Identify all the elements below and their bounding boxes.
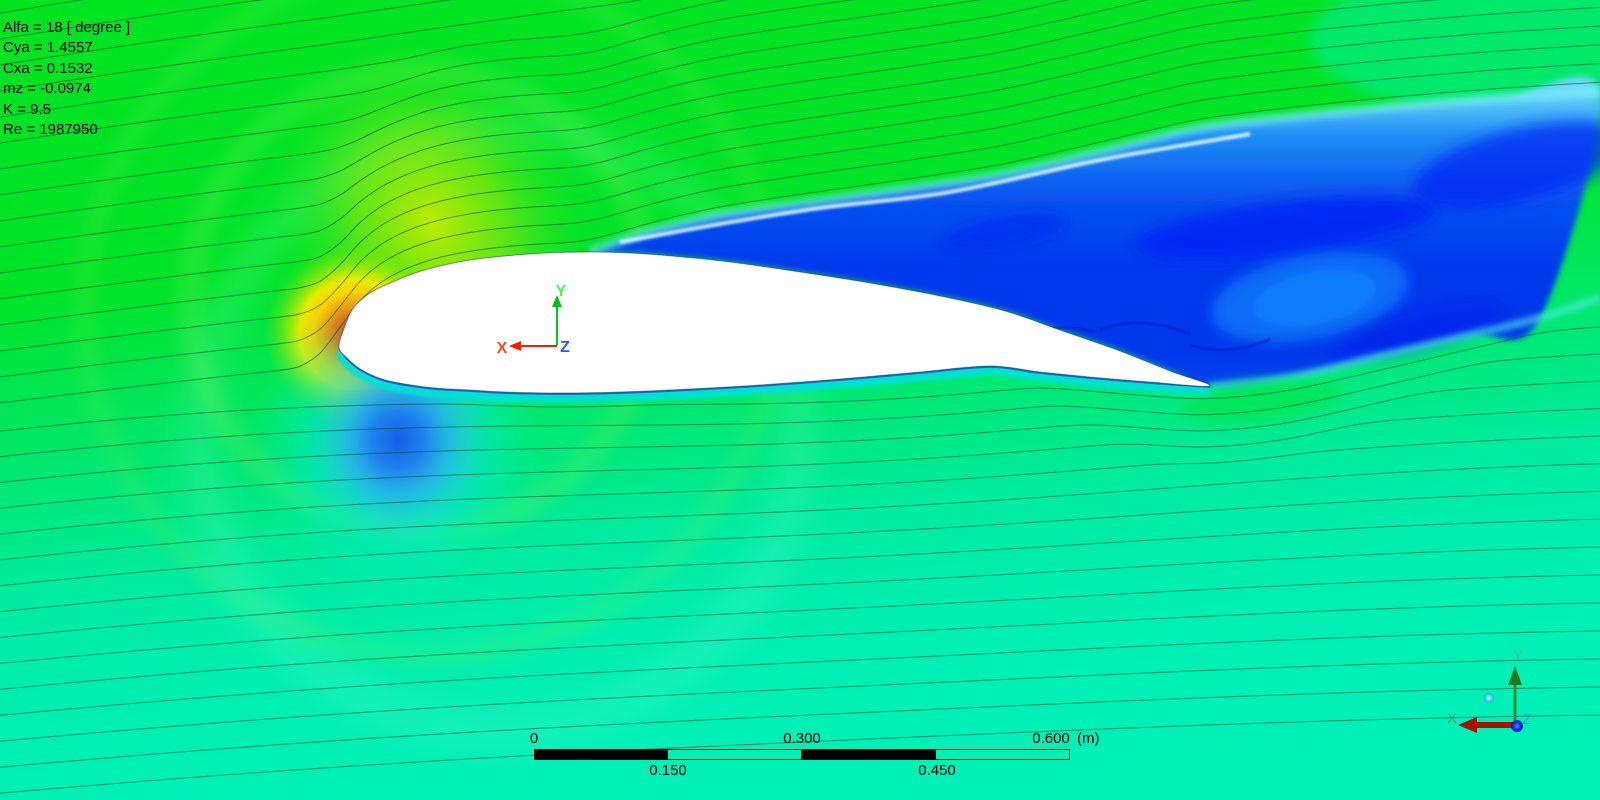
streamline bbox=[0, 0, 1070, 196]
streamline bbox=[0, 714, 1600, 794]
corner-axis-origin-ball bbox=[1511, 720, 1523, 732]
scale-tick-0300: 0.300 bbox=[783, 730, 821, 747]
center-axis-y-arrowhead bbox=[552, 295, 562, 307]
trailing-edge-green-patch bbox=[1180, 380, 1344, 424]
streamline bbox=[0, 0, 854, 144]
scale-unit-label: (m) bbox=[1077, 730, 1100, 747]
streamline bbox=[0, 6, 1600, 300]
streamline bbox=[0, 0, 1440, 274]
center-axis-y-label: Y bbox=[556, 283, 567, 300]
streamline bbox=[0, 686, 1600, 768]
streamline bbox=[0, 435, 1600, 535]
scale-tick-0450: 0.450 bbox=[918, 762, 956, 779]
corner-axis-triad: Y X Z bbox=[1447, 647, 1532, 733]
streamline bbox=[0, 326, 1600, 432]
streamline bbox=[0, 658, 1600, 742]
corner-axis-x-label: X bbox=[1447, 710, 1457, 726]
streamline bbox=[0, 380, 1600, 483]
airfoil-body bbox=[338, 251, 1211, 394]
hud-line-mz: mz = -0.0974 bbox=[3, 80, 91, 98]
scale-segment-black-1 bbox=[534, 749, 668, 760]
streamline bbox=[0, 0, 642, 92]
corner-axis-cyan-ball bbox=[1483, 692, 1495, 704]
center-axis-z-label: Z bbox=[560, 339, 570, 356]
streamline bbox=[0, 353, 1600, 458]
scale-tick-0150: 0.150 bbox=[649, 762, 687, 779]
streamline bbox=[0, 0, 729, 118]
hud-line-alfa: Alfa = 18 [ degree ] bbox=[3, 19, 131, 36]
scale-tick-0: 0 bbox=[529, 730, 539, 747]
streamline bbox=[0, 518, 1600, 613]
corner-axis-y-arrowhead bbox=[1508, 666, 1522, 685]
hud-line-cxa: Cxa = 0.1532 bbox=[3, 59, 93, 77]
lower-surface-boundary-layer bbox=[335, 347, 1211, 403]
corner-axis-y-label: Y bbox=[1513, 647, 1523, 663]
streamline bbox=[0, 63, 1600, 378]
hud-line-re: Re = 1987950 bbox=[3, 121, 98, 139]
streamline bbox=[0, 44, 1600, 352]
separated-wake-region bbox=[583, 76, 1600, 424]
streamline bbox=[0, 81, 1600, 404]
streamline bbox=[0, 602, 1600, 690]
streamline bbox=[0, 546, 1600, 639]
streamline bbox=[0, 408, 1600, 509]
streamline bbox=[0, 574, 1600, 664]
center-axis-x-label: X bbox=[497, 340, 508, 357]
streamline bbox=[0, 0, 1255, 248]
hud-line-k: K = 9.5 bbox=[3, 100, 51, 118]
center-axis-triad: Z Y X bbox=[497, 283, 570, 357]
scale-segment-open-1 bbox=[668, 749, 802, 760]
hud-results-block: Alfa = 18 [ degree ] Cya = 1.4557 Cxa = … bbox=[3, 18, 130, 140]
scale-segment-open-2 bbox=[936, 749, 1070, 760]
corner-axis-z-label: Z bbox=[1523, 711, 1532, 727]
scale-bar-segments bbox=[534, 749, 1070, 760]
streamline bbox=[0, 490, 1600, 587]
streamline bbox=[0, 0, 1149, 222]
scale-segment-black-2 bbox=[802, 749, 936, 760]
streamline bbox=[0, 0, 453, 66]
streamline bbox=[0, 463, 1600, 561]
corner-axis-x-arrowhead bbox=[1458, 717, 1477, 733]
center-axis-x-arrowhead bbox=[509, 341, 521, 351]
scale-tick-0600: 0.600 bbox=[1032, 730, 1070, 747]
streamline bbox=[0, 630, 1600, 716]
streamline bbox=[0, 0, 982, 170]
hud-line-cya: Cya = 1.4557 bbox=[3, 39, 93, 57]
streamline bbox=[0, 25, 1600, 326]
